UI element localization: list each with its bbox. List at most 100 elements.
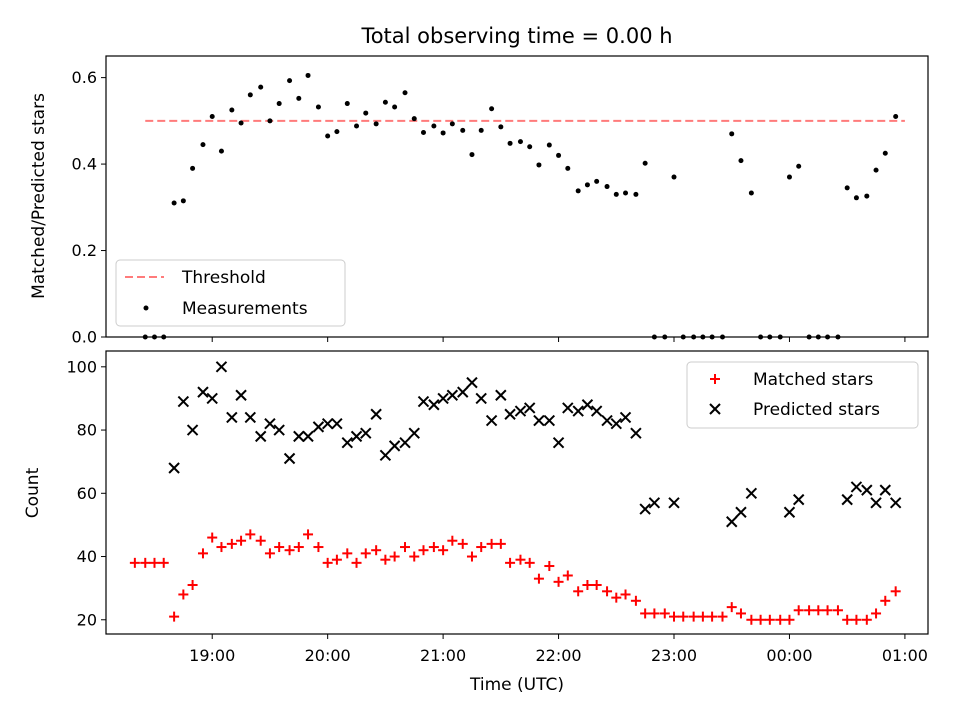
measurement-point bbox=[738, 158, 744, 164]
matched-star-point bbox=[524, 557, 535, 568]
predicted-star-point bbox=[302, 430, 314, 443]
measurement-point bbox=[786, 174, 792, 180]
matched-star-point bbox=[389, 551, 400, 562]
matched-star-point bbox=[226, 538, 237, 549]
matched-star-point bbox=[735, 608, 746, 619]
matched-star-point bbox=[187, 579, 198, 590]
bottom-y-tick-label: 80 bbox=[77, 421, 97, 440]
bottom-y-tick-label: 20 bbox=[77, 610, 97, 629]
top-legend-box bbox=[115, 259, 346, 327]
predicted-star-point bbox=[428, 399, 440, 411]
measurement-point bbox=[651, 334, 657, 340]
matched-star-point bbox=[764, 614, 775, 625]
matched-star-point bbox=[533, 573, 544, 584]
predicted-star-point bbox=[533, 414, 545, 427]
predicted-star-point bbox=[312, 421, 325, 433]
predicted-star-point bbox=[630, 427, 642, 439]
x-tick-label: 20:00 bbox=[305, 646, 351, 665]
matched-star-point bbox=[236, 535, 247, 546]
measurement-point bbox=[420, 130, 426, 136]
predicted-star-point bbox=[523, 402, 536, 414]
predicted-star-point bbox=[466, 376, 478, 389]
matched-star-point bbox=[351, 557, 362, 568]
predicted-star-point bbox=[792, 493, 805, 506]
legend-predicted-label: Predicted stars bbox=[753, 400, 880, 420]
matched-star-point bbox=[476, 542, 487, 553]
matched-star-point bbox=[515, 554, 526, 565]
measurement-point bbox=[767, 334, 773, 340]
predicted-star-point bbox=[861, 484, 873, 496]
measurement-point bbox=[594, 178, 600, 184]
predicted-star-point bbox=[168, 462, 180, 474]
measurement-point bbox=[864, 193, 870, 199]
matched-star-point bbox=[313, 542, 324, 553]
x-tick-label: 00:00 bbox=[766, 646, 812, 665]
measurement-point bbox=[691, 334, 697, 340]
matched-star-point bbox=[746, 614, 757, 625]
top-y-tick-label: 0.4 bbox=[72, 155, 97, 174]
measurement-point bbox=[729, 131, 735, 137]
predicted-star-point bbox=[552, 436, 565, 449]
predicted-stars-series bbox=[168, 361, 902, 528]
matched-star-point bbox=[428, 542, 439, 553]
matched-star-point bbox=[871, 608, 882, 619]
predicted-star-point bbox=[235, 389, 247, 401]
measurement-point bbox=[700, 334, 706, 340]
top-y-axis-label: Matched/Predicted stars bbox=[29, 93, 49, 299]
matched-star-point bbox=[591, 579, 602, 590]
matched-star-point bbox=[505, 557, 516, 568]
x-tick-label: 23:00 bbox=[651, 646, 697, 665]
measurement-point bbox=[825, 334, 831, 340]
measurement-point bbox=[469, 152, 475, 158]
top-legend: Threshold Measurements bbox=[115, 259, 346, 327]
matched-star-point bbox=[400, 542, 411, 553]
bottom-y-tick-label: 40 bbox=[77, 547, 97, 566]
x-tick-label: 21:00 bbox=[420, 646, 466, 665]
matched-star-point bbox=[602, 586, 613, 597]
predicted-star-point bbox=[254, 430, 267, 443]
predicted-star-point bbox=[177, 395, 190, 408]
matched-star-point bbox=[880, 595, 891, 606]
measurement-point bbox=[527, 144, 533, 150]
measurement-point bbox=[498, 124, 504, 130]
measurement-point bbox=[507, 140, 513, 146]
predicted-star-point bbox=[331, 418, 343, 430]
predicted-star-point bbox=[321, 418, 334, 430]
measurement-point bbox=[296, 95, 302, 101]
matched-star-point bbox=[342, 548, 353, 559]
top-y-tick-label: 0.6 bbox=[72, 68, 97, 87]
predicted-star-point bbox=[504, 408, 516, 420]
predicted-star-point bbox=[360, 427, 372, 439]
predicted-star-point bbox=[745, 487, 758, 499]
x-tick-label: 01:00 bbox=[882, 646, 928, 665]
matched-star-point bbox=[149, 557, 160, 568]
predicted-star-point bbox=[388, 440, 401, 452]
predicted-star-point bbox=[879, 484, 891, 496]
x-tick-label: 22:00 bbox=[536, 646, 582, 665]
bottom-legend-box bbox=[686, 361, 919, 429]
measurements-series bbox=[142, 72, 899, 340]
predicted-star-point bbox=[350, 430, 363, 443]
measurement-point bbox=[853, 195, 859, 201]
measurement-point bbox=[180, 198, 186, 204]
measurement-point bbox=[777, 334, 783, 340]
measurement-point bbox=[305, 72, 311, 78]
matched-star-point bbox=[255, 535, 266, 546]
predicted-star-point bbox=[226, 411, 238, 424]
measurement-point bbox=[517, 139, 523, 145]
matched-star-point bbox=[630, 595, 641, 606]
legend-matched-label: Matched stars bbox=[753, 370, 873, 390]
chart-title: Total observing time = 0.00 h bbox=[360, 24, 672, 48]
predicted-star-point bbox=[273, 424, 285, 436]
matched-star-point bbox=[178, 589, 189, 600]
matched-star-point bbox=[331, 554, 342, 565]
matched-star-point bbox=[140, 557, 151, 568]
measurement-point bbox=[440, 130, 446, 136]
predicted-star-point bbox=[379, 449, 392, 462]
predicted-star-point bbox=[417, 395, 430, 408]
matched-star-point bbox=[553, 576, 564, 587]
measurement-point bbox=[882, 150, 888, 156]
predicted-star-point bbox=[850, 481, 863, 493]
matched-star-point bbox=[371, 545, 382, 556]
